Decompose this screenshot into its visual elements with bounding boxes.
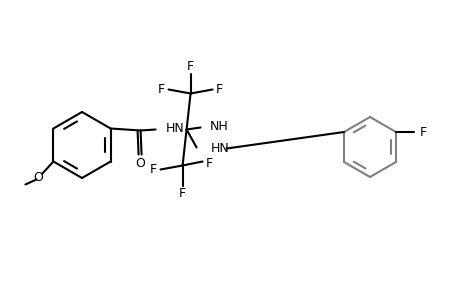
- Text: F: F: [419, 125, 425, 139]
- Text: F: F: [206, 157, 213, 170]
- Text: F: F: [150, 163, 157, 176]
- Text: F: F: [179, 187, 186, 200]
- Text: F: F: [158, 83, 165, 96]
- Text: O: O: [34, 171, 43, 184]
- Text: O: O: [135, 157, 145, 170]
- Text: HN: HN: [210, 142, 229, 155]
- Text: HN: HN: [165, 122, 184, 135]
- Text: NH: NH: [209, 120, 228, 133]
- Text: F: F: [216, 83, 223, 96]
- Text: F: F: [187, 60, 194, 73]
